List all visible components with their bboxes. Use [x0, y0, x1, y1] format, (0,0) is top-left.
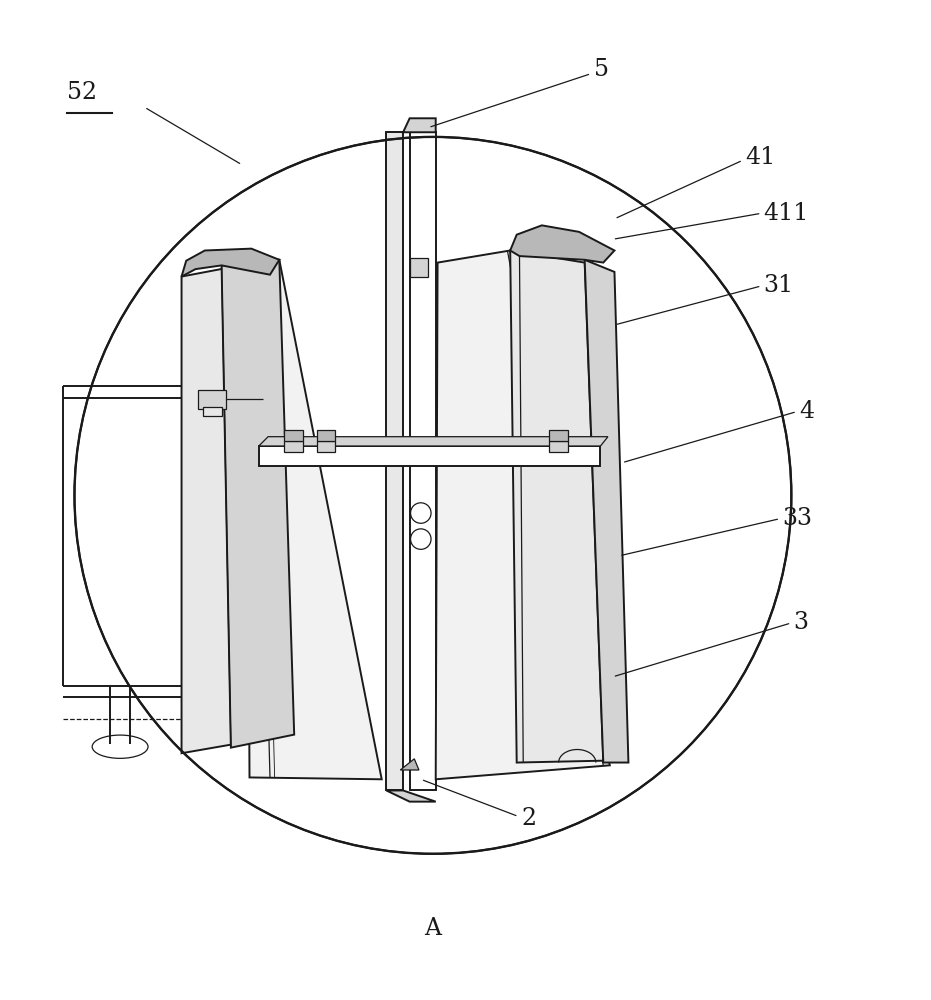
Polygon shape — [222, 260, 294, 748]
Polygon shape — [510, 225, 614, 263]
Text: A: A — [425, 917, 441, 940]
Bar — [203, 407, 222, 416]
Text: 2: 2 — [521, 807, 536, 830]
Text: 33: 33 — [782, 507, 812, 530]
Bar — [317, 430, 335, 441]
Polygon shape — [182, 249, 279, 277]
Text: 4: 4 — [799, 400, 814, 423]
Text: 41: 41 — [745, 146, 775, 169]
Text: 52: 52 — [67, 81, 97, 104]
Bar — [284, 430, 303, 441]
Bar — [198, 390, 226, 409]
Text: 3: 3 — [793, 611, 808, 634]
Text: 411: 411 — [763, 202, 809, 225]
Bar — [410, 258, 428, 277]
Polygon shape — [386, 790, 436, 802]
Bar — [549, 430, 568, 441]
Polygon shape — [510, 250, 603, 763]
Polygon shape — [400, 759, 419, 770]
Bar — [284, 441, 303, 452]
Polygon shape — [247, 256, 382, 779]
Polygon shape — [410, 132, 436, 790]
Text: 5: 5 — [594, 58, 609, 81]
Polygon shape — [386, 132, 403, 790]
Polygon shape — [182, 260, 289, 753]
Polygon shape — [436, 250, 610, 779]
Polygon shape — [403, 118, 436, 132]
Polygon shape — [259, 437, 608, 446]
Text: 31: 31 — [763, 274, 793, 297]
Bar — [549, 441, 568, 452]
Polygon shape — [585, 260, 628, 763]
Bar — [317, 441, 335, 452]
Polygon shape — [259, 446, 600, 466]
Circle shape — [74, 137, 791, 854]
